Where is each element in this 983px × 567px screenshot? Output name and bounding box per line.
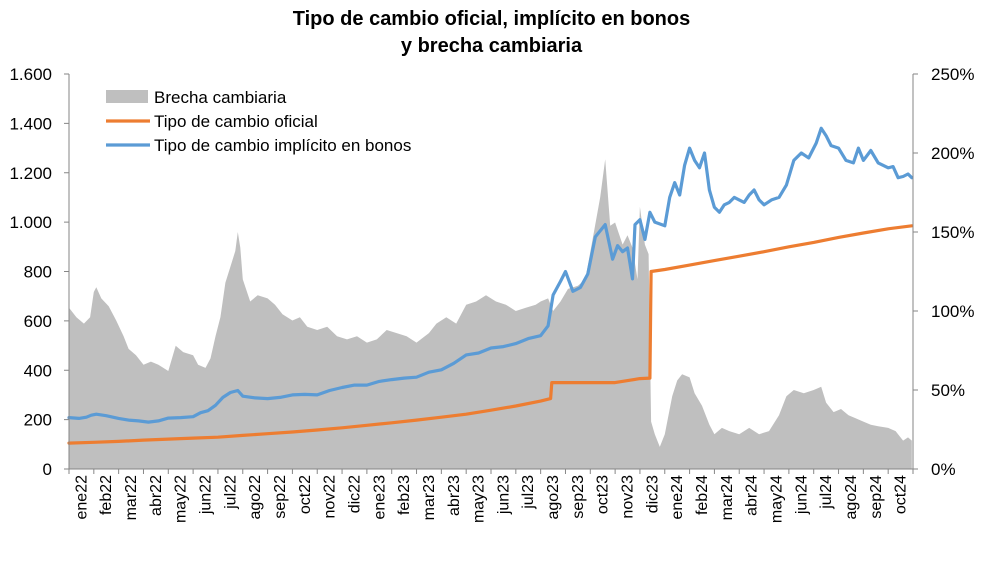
x-tick-label: jul23 [520, 475, 537, 510]
x-tick-label: nov22 [322, 475, 339, 519]
line-layer [67, 126, 914, 445]
y-right-tick-label: 200% [931, 144, 974, 163]
y-right-tick-label: 100% [931, 302, 974, 321]
x-tick-label: jul22 [222, 475, 239, 510]
legend-label: Brecha cambiaria [154, 88, 287, 107]
chart-legend: Brecha cambiaria Tipo de cambio oficial Ti… [106, 88, 411, 155]
y-left-tick-label: 400 [24, 361, 52, 380]
x-tick-label: sep24 [868, 475, 885, 519]
chart-title-line1: Tipo de cambio oficial, implícito en bon… [292, 8, 691, 30]
x-tick-label: feb22 [98, 475, 115, 515]
x-tick-label: mar23 [421, 475, 438, 520]
y-right-tick-label: 150% [931, 223, 974, 242]
y-left-tick-label: 1.600 [9, 65, 52, 84]
x-tick-label: mar22 [123, 475, 140, 520]
area-layer [69, 159, 912, 470]
y-right-tick-label: 50% [931, 381, 965, 400]
series-area-brecha-cambiaria [69, 159, 912, 470]
x-tick-label: mar24 [719, 475, 736, 520]
x-tick-label: jun24 [793, 475, 810, 515]
y-left-tick-label: 1.000 [9, 213, 52, 232]
x-tick-label: dic22 [347, 475, 364, 513]
y-left-tick-label: 600 [24, 312, 52, 331]
y-left-tick-label: 200 [24, 411, 52, 430]
x-tick-label: abr23 [446, 475, 463, 516]
x-tick-label: ago24 [843, 475, 860, 520]
legend-label: Tipo de cambio implícito en bonos [154, 136, 411, 155]
axis-layer: 0 200 400 600 800 1.000 1.200 1.400 1.600 0% 50% 10… [9, 65, 974, 523]
x-tick-label: ago23 [545, 475, 562, 520]
x-tick-label: abr24 [744, 475, 761, 516]
x-tick-label: may23 [471, 475, 488, 523]
series-line-tipo-de-cambio-oficial [67, 224, 914, 445]
x-tick-label: ene24 [669, 475, 686, 520]
x-tick-label: oct24 [893, 475, 910, 514]
x-tick-label: feb23 [396, 475, 413, 515]
x-tick-label: ene22 [73, 475, 90, 520]
x-tick-label: abr22 [148, 475, 165, 516]
y-left-tick-label: 1.200 [9, 164, 52, 183]
legend-label: Tipo de cambio oficial [154, 112, 318, 131]
x-tick-label: jul24 [818, 475, 835, 510]
x-tick-label: jun22 [198, 475, 215, 515]
x-tick-label: may22 [173, 475, 190, 523]
chart-title-line2: y brecha cambiaria [400, 35, 583, 57]
x-tick-label: dic23 [644, 475, 661, 513]
x-tick-label: ene23 [371, 475, 388, 520]
x-tick-label: sep23 [570, 475, 587, 519]
x-tick-label: jun23 [495, 475, 512, 515]
y-right-tick-label: 250% [931, 65, 974, 84]
x-tick-label: oct23 [595, 475, 612, 514]
x-tick-label: oct22 [297, 475, 314, 514]
chart-title: Tipo de cambio oficial, implícito en bon… [0, 6, 983, 60]
x-tick-label: sep22 [272, 475, 289, 519]
y-left-tick-label: 0 [43, 460, 52, 479]
y-left-tick-label: 800 [24, 263, 52, 282]
y-right-tick-label: 0% [931, 460, 956, 479]
x-tick-label: feb24 [694, 475, 711, 515]
x-tick-label: may24 [769, 475, 786, 523]
legend-swatch-brecha-cambiaria [106, 90, 148, 103]
series-line-tipo-de-cambio-implicito [67, 126, 914, 424]
x-tick-label: ago22 [247, 475, 264, 520]
x-tick-label: nov23 [620, 475, 637, 519]
y-left-tick-label: 1.400 [9, 114, 52, 133]
